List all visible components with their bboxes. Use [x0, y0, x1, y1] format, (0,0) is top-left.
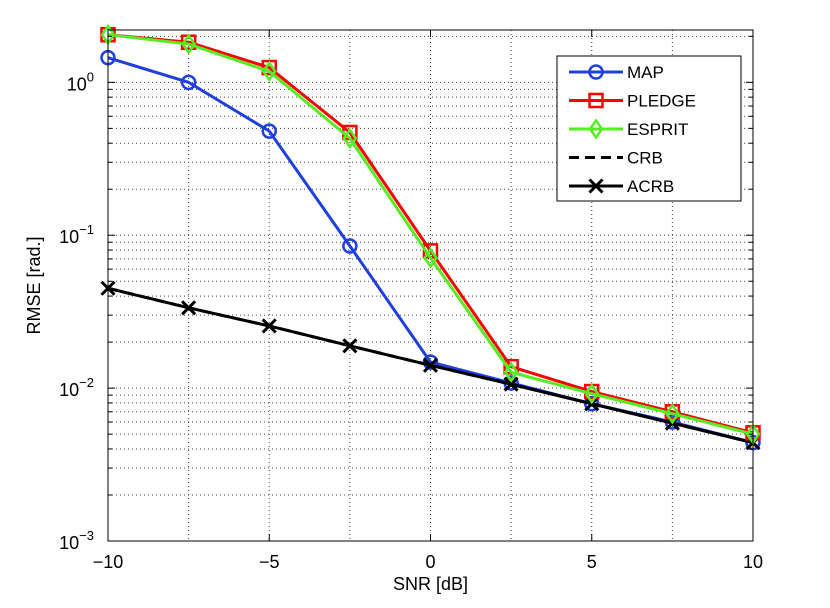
legend-entry-acrb: ACRB: [569, 177, 674, 196]
data-point-acrb: [261, 318, 277, 334]
data-point-esprit: [181, 33, 197, 55]
legend-label-pledge: PLEDGE: [627, 92, 696, 111]
data-point-map: [422, 354, 439, 370]
legend-label-esprit: ESPRIT: [627, 120, 688, 139]
x-tick-label: 10: [743, 552, 763, 572]
series-line-esprit: [107, 33, 754, 436]
x-axis-label: SNR [dB]: [393, 574, 468, 594]
series: [100, 24, 761, 451]
y-tick-label: 100: [67, 69, 94, 94]
legend-label-map: MAP: [627, 63, 664, 82]
y-tick-label: 10−3: [59, 528, 94, 553]
legend-marker-acrb: [588, 178, 604, 194]
legend-entry-pledge: PLEDGE: [569, 92, 696, 111]
data-point-esprit: [664, 403, 680, 425]
data-point-map: [342, 238, 358, 254]
data-point-esprit: [503, 361, 519, 383]
legend: MAP PLEDGE ESPRIT CRB ACRB: [556, 55, 742, 202]
legend-entry-esprit: ESPRIT: [569, 118, 688, 140]
x-tick-label: 0: [425, 552, 435, 572]
data-point-acrb: [422, 357, 439, 373]
legend-label-acrb: ACRB: [627, 177, 674, 196]
data-point-esprit: [584, 382, 600, 405]
data-point-esprit: [261, 60, 277, 83]
x-tick-label: −10: [93, 552, 124, 572]
legend-entry-map: MAP: [569, 63, 664, 82]
x-tick-label: 5: [587, 552, 597, 572]
legend-marker-map: [588, 64, 604, 80]
data-point-map: [180, 74, 197, 91]
data-point-acrb: [503, 376, 519, 392]
legend-marker-pledge: [588, 92, 604, 109]
data-point-acrb: [181, 300, 197, 316]
legend-entry-crb: CRB: [569, 149, 663, 168]
series-acrb: [100, 280, 761, 451]
series-esprit: [100, 24, 761, 445]
data-point-map: [261, 123, 277, 139]
y-tick-label: 10−1: [59, 222, 94, 247]
data-point-esprit: [423, 247, 438, 269]
data-point-acrb: [342, 338, 358, 354]
y-tick-label: 10−2: [59, 375, 94, 400]
data-point-esprit: [342, 127, 358, 150]
legend-label-crb: CRB: [627, 149, 663, 168]
legend-marker-esprit: [588, 118, 604, 140]
x-tick-label: −5: [259, 552, 280, 572]
axis-ticks: −10 −5 0 5 10 10−3 10−2 10−1 100: [59, 30, 763, 572]
y-axis-label: RMSE [rad.]: [24, 236, 44, 334]
